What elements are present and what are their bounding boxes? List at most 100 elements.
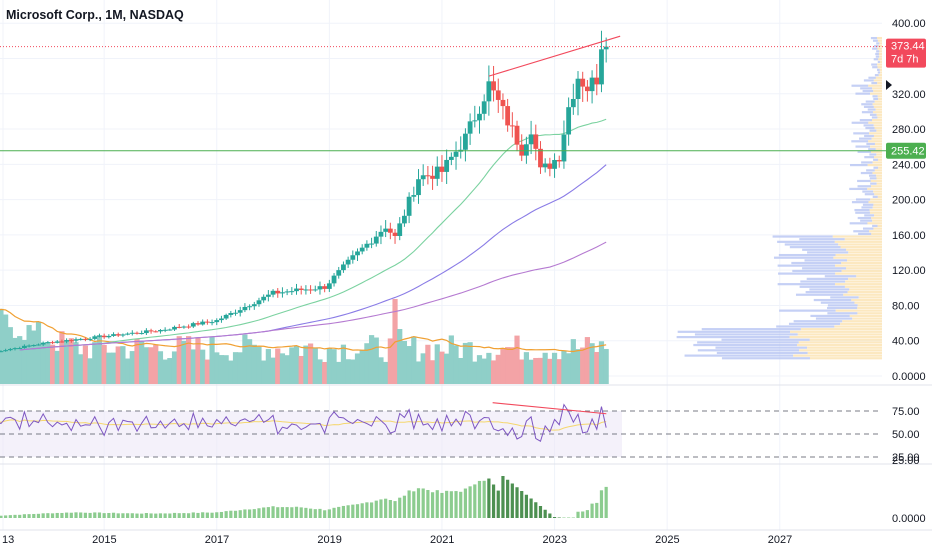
- volume-bar: [92, 342, 98, 384]
- profile-bar: [799, 349, 882, 352]
- rsi-tick-label: 25.00: [892, 452, 920, 464]
- candle-body: [420, 175, 426, 180]
- candle-body: [54, 341, 60, 343]
- macd-bar: [412, 491, 416, 518]
- candle-body: [312, 289, 318, 291]
- macd-bar: [294, 506, 299, 518]
- volume-ma-line: [0, 308, 607, 353]
- profile-bar: [877, 195, 882, 198]
- candle-body: [491, 81, 496, 91]
- macd-bar: [463, 488, 468, 518]
- profile-bar: [849, 288, 882, 291]
- profile-bar: [805, 291, 848, 294]
- profile-bar: [721, 357, 810, 360]
- volume-bar: [331, 349, 337, 384]
- candle-body: [270, 290, 276, 295]
- resistance-trendline: [488, 35, 621, 77]
- macd-bar: [158, 513, 163, 518]
- profile-bar: [847, 259, 882, 262]
- candle-body: [167, 329, 173, 331]
- macd-bar: [473, 484, 477, 518]
- macd-bar: [102, 513, 106, 518]
- macd-bar: [534, 502, 538, 518]
- profile-bar: [872, 87, 882, 90]
- volume-bar: [21, 339, 27, 384]
- profile-bar: [849, 314, 882, 318]
- profile-bar: [868, 174, 877, 177]
- candle-body: [134, 332, 140, 334]
- volume-bar: [495, 354, 501, 384]
- profile-bar: [876, 177, 882, 180]
- macd-bar: [271, 506, 275, 518]
- candle-body: [172, 326, 177, 330]
- profile-bar: [701, 328, 801, 331]
- macd-bar: [313, 509, 317, 518]
- profile-bar: [859, 119, 873, 122]
- candle-body: [317, 286, 323, 290]
- macd-bar: [22, 514, 26, 518]
- profile-bar: [830, 296, 859, 299]
- macd-bar: [107, 512, 111, 518]
- ma-long-line: [19, 241, 607, 351]
- volume-bar: [556, 359, 562, 384]
- price-tick-label: 400.00: [892, 18, 926, 30]
- candle-body: [242, 306, 248, 311]
- profile-bar: [809, 288, 850, 291]
- candle-body: [158, 330, 163, 332]
- profile-bar: [862, 227, 874, 230]
- profile-bar: [874, 156, 882, 159]
- volume-bar: [176, 336, 182, 384]
- volume-bar: [54, 350, 60, 384]
- time-tick-label: 2019: [317, 534, 341, 546]
- macd-bar: [538, 506, 543, 518]
- macd-bar: [454, 491, 458, 518]
- volume-bar: [598, 341, 605, 384]
- profile-bar: [778, 272, 836, 275]
- ma-short-line: [19, 118, 607, 351]
- profile-bar: [834, 240, 882, 243]
- volume-bar: [162, 359, 168, 384]
- candle-body: [148, 330, 154, 332]
- profile-bar: [868, 76, 876, 79]
- profile-bar: [868, 84, 882, 87]
- volume-bar: [533, 357, 539, 384]
- candle-body: [68, 340, 74, 342]
- profile-bar: [878, 97, 882, 101]
- candle-body: [261, 296, 267, 301]
- profile-bar: [876, 42, 880, 45]
- profile-bar: [877, 47, 882, 50]
- profile-bar: [844, 285, 882, 288]
- profile-bar: [872, 224, 878, 228]
- macd-bar: [388, 499, 392, 518]
- volume-bar: [139, 341, 145, 384]
- volume-bar: [307, 343, 314, 384]
- candle-body: [509, 125, 515, 127]
- candle-body: [406, 196, 412, 216]
- profile-bar: [870, 36, 878, 40]
- macd-bar: [41, 513, 45, 518]
- macd-bar: [384, 498, 388, 518]
- volume-bar: [120, 346, 126, 384]
- profile-bar: [860, 219, 873, 222]
- profile-bar: [802, 248, 847, 251]
- profile-bar: [875, 55, 880, 58]
- volume-bar: [228, 360, 234, 384]
- profile-bar: [697, 349, 800, 352]
- macd-bar: [257, 508, 261, 518]
- candle-body: [439, 166, 445, 172]
- macd-bar: [445, 490, 449, 518]
- candle-body: [387, 228, 393, 233]
- profile-bar: [684, 354, 794, 357]
- candle-body: [495, 90, 501, 100]
- profile-bar: [877, 66, 882, 69]
- volume-bar: [603, 348, 609, 384]
- profile-bar: [861, 103, 873, 106]
- volume-bar: [542, 352, 548, 384]
- volume-bar: [528, 359, 534, 384]
- profile-bar: [869, 177, 877, 180]
- volume-bar: [547, 358, 553, 384]
- profile-bar: [793, 320, 843, 323]
- macd-tick-label: 25.00: [892, 455, 920, 467]
- macd-bar: [36, 513, 41, 518]
